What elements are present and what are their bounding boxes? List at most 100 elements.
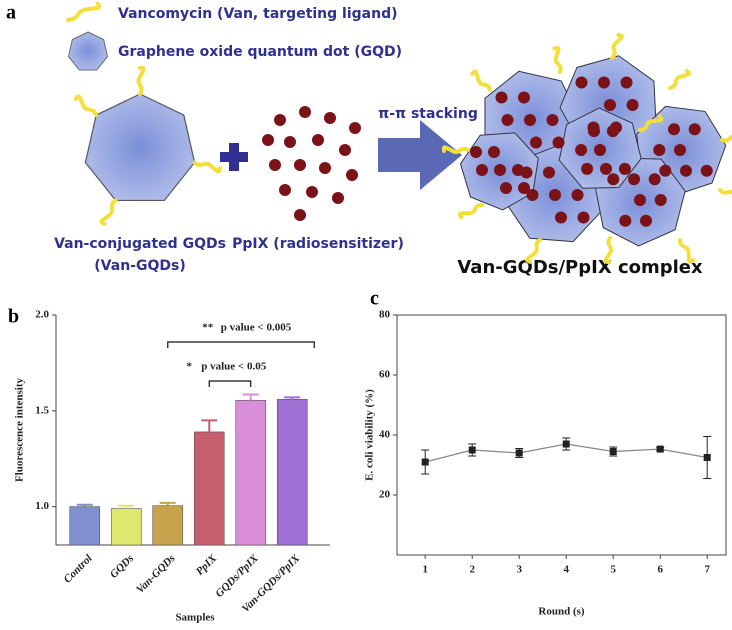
ppix-dot: [346, 169, 358, 181]
ppix-dot: [674, 144, 686, 156]
ppix-dot: [634, 194, 646, 206]
ppix-dot: [332, 192, 344, 204]
legend-text: Vancomycin (Van, targeting ligand): [118, 6, 398, 22]
ligand: [668, 68, 691, 90]
ppix-dot: [575, 144, 588, 156]
bracket: [208, 380, 252, 387]
ppix-dot: [543, 166, 555, 179]
x-tick-label: GQDs: [108, 552, 136, 580]
ppix-dot: [700, 164, 713, 177]
bar: [193, 431, 225, 546]
ligand: [458, 202, 484, 220]
ppix-dot: [626, 99, 639, 111]
gqd: [84, 93, 196, 202]
ppix-dot: [299, 106, 311, 118]
ppix-dot: [619, 214, 632, 227]
ppix-dot: [577, 211, 590, 224]
error-bar: [284, 396, 301, 400]
ppix-dot: [581, 162, 594, 175]
ppix-dot: [680, 164, 692, 177]
ppix-dot: [495, 91, 508, 104]
ppix-dot: [269, 159, 281, 171]
diagram: a Vancomycin (Van, targeting ligand) Gra…: [6, 2, 732, 278]
ppix-dot: [604, 99, 616, 111]
ppix-dot: [668, 123, 680, 136]
ppix-dot: [546, 114, 559, 126]
ligand: [192, 160, 222, 174]
ppix-dot: [607, 173, 620, 186]
y-tick-label: 20: [379, 489, 391, 501]
bar: [69, 506, 101, 546]
ppix-dot: [552, 136, 565, 149]
ligand: [73, 94, 99, 118]
error-bar: [159, 501, 176, 506]
ppix-dot: [339, 144, 351, 156]
bar: [110, 508, 142, 546]
y-tick-label: 40: [379, 429, 391, 441]
ppix-dot: [628, 173, 640, 186]
ppix-dot: [659, 164, 672, 177]
ligand: [524, 238, 542, 264]
x-tick-label: 6: [657, 564, 663, 576]
marker: [609, 448, 617, 455]
ppix-dot: [324, 112, 336, 124]
marker: [703, 454, 711, 461]
x-tick-label: 4: [563, 564, 569, 576]
ppix-dot: [476, 164, 488, 176]
bar: [152, 505, 184, 546]
x-tick-label: PpIX: [194, 552, 220, 578]
label: (Van-GQDs): [94, 258, 185, 274]
ligand: [678, 238, 695, 264]
ligand: [441, 145, 470, 154]
ppix-dot: [512, 164, 524, 176]
panel-label: b: [8, 306, 19, 328]
significance: **: [202, 322, 214, 334]
ligand: [136, 66, 146, 96]
ppix-dot: [549, 189, 561, 201]
ligand: [66, 1, 102, 22]
y-tick-label: 1.5: [35, 404, 49, 416]
error-bar: [242, 393, 259, 401]
panel-label: c: [370, 288, 379, 310]
x-tick-label: 5: [610, 564, 616, 576]
ppix-dot: [598, 76, 610, 89]
ppix-dot: [653, 144, 666, 156]
y-tick-label: 60: [379, 369, 391, 381]
ppix-dot: [588, 125, 600, 138]
panel-label: a: [6, 2, 16, 24]
ppix-dot: [518, 182, 530, 194]
ppix-dot: [594, 144, 606, 156]
legend-text: Graphene oxide quantum dot (GQD): [118, 44, 402, 60]
ligand: [470, 69, 492, 92]
ppix-dot: [494, 164, 506, 176]
label: Van-conjugated GQDs: [54, 236, 226, 252]
ppix-dot: [284, 136, 296, 148]
ppix-dot: [306, 186, 318, 198]
ppix-dot: [488, 146, 500, 158]
y-axis-title: Fluorescence intensity: [14, 378, 26, 482]
y-tick-label: 80: [379, 309, 391, 321]
marker: [468, 446, 476, 454]
x-tick-label: 7: [704, 564, 710, 576]
marker: [421, 458, 429, 466]
ppix-dot: [319, 162, 331, 174]
plus: [229, 143, 239, 171]
plot-frame: [396, 314, 727, 556]
marker: [562, 440, 570, 448]
ppix-dot: [640, 214, 652, 227]
ppix-dot: [518, 91, 530, 104]
ppix-dot: [620, 76, 633, 89]
ppix-dot: [618, 162, 631, 175]
ppix-dot: [262, 134, 274, 146]
ppix-dot: [349, 122, 361, 134]
ppix-dot: [654, 194, 667, 206]
ppix-dot: [312, 134, 324, 146]
ligand: [99, 198, 118, 226]
ppix-dot: [279, 184, 291, 196]
x-axis-title: Samples: [175, 612, 215, 624]
ligand: [718, 188, 732, 195]
x-tick-label: 2: [469, 564, 475, 576]
ligand: [552, 46, 563, 74]
x-tick-label: Control: [62, 552, 96, 586]
